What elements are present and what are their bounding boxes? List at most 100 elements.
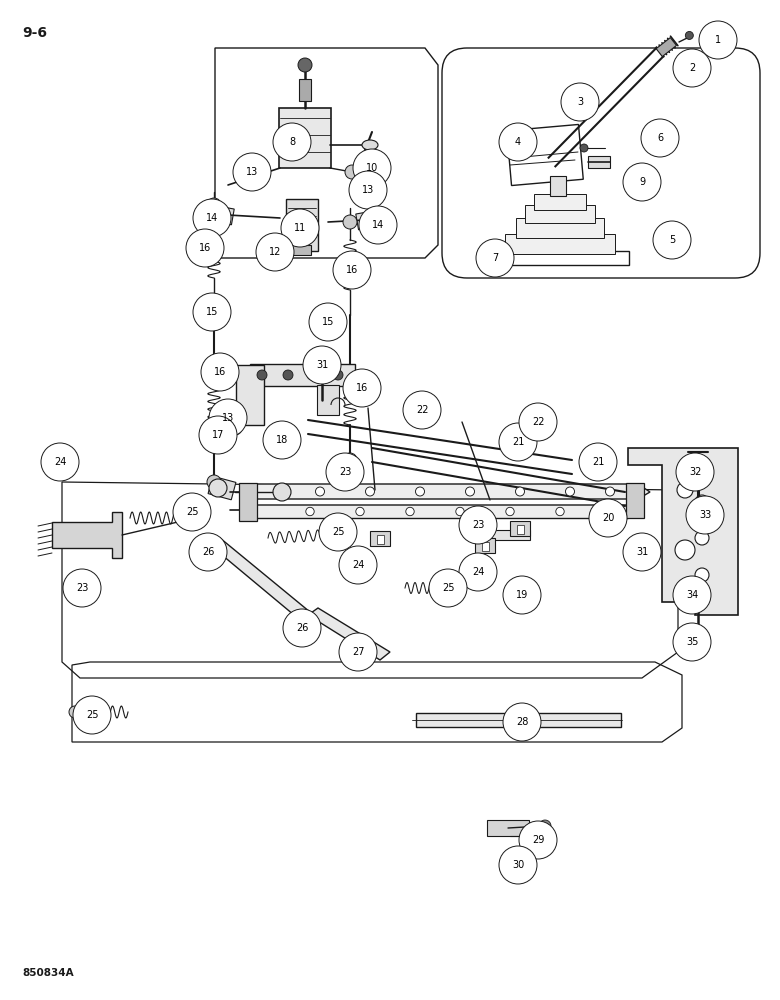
- Polygon shape: [550, 176, 566, 196]
- Text: 24: 24: [54, 457, 66, 467]
- Text: 25: 25: [86, 710, 98, 720]
- Circle shape: [199, 416, 237, 454]
- Polygon shape: [210, 205, 234, 225]
- Circle shape: [256, 233, 294, 271]
- Polygon shape: [475, 538, 495, 552]
- Polygon shape: [481, 542, 488, 551]
- Text: 16: 16: [214, 367, 226, 377]
- Text: 4: 4: [515, 137, 521, 147]
- Polygon shape: [259, 245, 311, 255]
- Circle shape: [686, 31, 693, 39]
- Circle shape: [209, 399, 247, 437]
- Circle shape: [343, 215, 357, 229]
- Polygon shape: [236, 365, 264, 425]
- Text: 3: 3: [577, 97, 583, 107]
- Circle shape: [466, 487, 474, 496]
- Polygon shape: [491, 251, 629, 265]
- Polygon shape: [473, 515, 491, 529]
- Circle shape: [339, 633, 377, 671]
- Circle shape: [623, 163, 661, 201]
- Circle shape: [173, 493, 211, 531]
- Polygon shape: [480, 530, 530, 540]
- Text: 15: 15: [206, 307, 218, 317]
- Text: 6: 6: [657, 133, 663, 143]
- Polygon shape: [588, 156, 610, 168]
- Text: 16: 16: [346, 265, 358, 275]
- Polygon shape: [208, 476, 236, 500]
- Polygon shape: [239, 483, 257, 521]
- Circle shape: [298, 58, 312, 72]
- Circle shape: [519, 403, 557, 441]
- Circle shape: [356, 507, 364, 516]
- Circle shape: [209, 479, 227, 497]
- Text: 850834A: 850834A: [22, 968, 73, 978]
- Polygon shape: [356, 210, 380, 230]
- Polygon shape: [299, 79, 311, 101]
- Text: 13: 13: [222, 413, 234, 423]
- Circle shape: [306, 507, 314, 516]
- Text: 23: 23: [76, 583, 88, 593]
- Text: 15: 15: [322, 317, 334, 327]
- Circle shape: [499, 846, 537, 884]
- Polygon shape: [377, 535, 384, 544]
- Polygon shape: [250, 364, 354, 386]
- Text: 29: 29: [532, 835, 544, 845]
- Polygon shape: [286, 199, 318, 251]
- Circle shape: [499, 123, 537, 161]
- Text: 13: 13: [246, 167, 258, 177]
- Text: 26: 26: [202, 547, 215, 557]
- Circle shape: [695, 531, 709, 545]
- Circle shape: [673, 49, 711, 87]
- Text: 2: 2: [689, 63, 695, 73]
- Polygon shape: [52, 512, 122, 558]
- Text: 14: 14: [206, 213, 218, 223]
- Circle shape: [695, 568, 709, 582]
- Polygon shape: [487, 820, 529, 836]
- Circle shape: [623, 533, 661, 571]
- Circle shape: [687, 597, 703, 613]
- Circle shape: [257, 370, 267, 380]
- Polygon shape: [626, 483, 644, 518]
- Text: 19: 19: [516, 590, 528, 600]
- Circle shape: [416, 487, 424, 496]
- Polygon shape: [210, 538, 310, 620]
- Circle shape: [193, 293, 231, 331]
- Text: 34: 34: [686, 590, 698, 600]
- Text: 31: 31: [316, 360, 328, 370]
- Circle shape: [69, 706, 81, 718]
- Circle shape: [673, 623, 711, 661]
- Circle shape: [429, 569, 467, 607]
- Circle shape: [189, 533, 227, 571]
- Text: 21: 21: [512, 437, 524, 447]
- Text: 9-6: 9-6: [22, 26, 47, 40]
- Text: 1: 1: [715, 35, 721, 45]
- Circle shape: [503, 703, 541, 741]
- Circle shape: [359, 206, 397, 244]
- Circle shape: [233, 153, 271, 191]
- Text: 8: 8: [289, 137, 295, 147]
- Circle shape: [580, 144, 588, 152]
- Text: 33: 33: [699, 510, 711, 520]
- Circle shape: [589, 499, 627, 537]
- Circle shape: [686, 496, 724, 534]
- Circle shape: [641, 119, 679, 157]
- Text: 24: 24: [352, 560, 364, 570]
- Text: 14: 14: [372, 220, 384, 230]
- Circle shape: [695, 495, 709, 509]
- Circle shape: [539, 820, 551, 832]
- Circle shape: [207, 475, 221, 489]
- Circle shape: [363, 211, 381, 229]
- Text: 26: 26: [296, 623, 308, 633]
- Circle shape: [349, 171, 387, 209]
- Polygon shape: [507, 124, 583, 186]
- Circle shape: [676, 453, 714, 491]
- Circle shape: [333, 370, 343, 380]
- Circle shape: [281, 209, 319, 247]
- Circle shape: [512, 848, 532, 868]
- Polygon shape: [279, 108, 331, 168]
- Text: 16: 16: [199, 243, 211, 253]
- Circle shape: [333, 251, 371, 289]
- Circle shape: [251, 161, 265, 175]
- Circle shape: [403, 391, 441, 429]
- Circle shape: [309, 303, 347, 341]
